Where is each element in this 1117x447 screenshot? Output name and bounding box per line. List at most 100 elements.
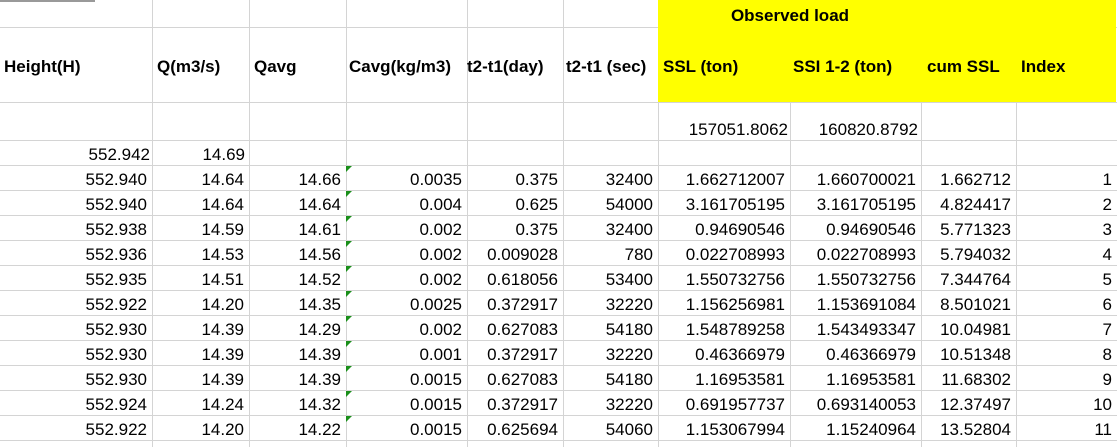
- cavg-cell[interactable]: 0.002: [419, 245, 462, 264]
- error-indicator-icon[interactable]: [346, 366, 352, 372]
- height-cell[interactable]: 552.940: [85, 195, 147, 214]
- ssi-cell[interactable]: 1.543493347: [816, 320, 916, 339]
- q-cell[interactable]: 14.39: [201, 370, 244, 389]
- error-indicator-icon[interactable]: [346, 291, 352, 297]
- t-day-cell[interactable]: 0.625694: [487, 420, 558, 439]
- index-cell[interactable]: 8: [1102, 345, 1112, 364]
- t-day-cell[interactable]: 0.627083: [487, 320, 558, 339]
- error-indicator-icon[interactable]: [346, 416, 352, 422]
- ssl-cell[interactable]: 3.161705195: [685, 195, 785, 214]
- height-cell[interactable]: 552.930: [85, 370, 147, 389]
- q-cell[interactable]: 14.64: [201, 170, 244, 189]
- header-height[interactable]: Height(H): [4, 57, 81, 76]
- ssl-cell[interactable]: 1.550732756: [685, 270, 785, 289]
- error-indicator-icon[interactable]: [346, 341, 352, 347]
- t-sec-cell[interactable]: 32220: [605, 295, 653, 314]
- t-sec-cell[interactable]: 32220: [605, 345, 653, 364]
- ssl-cell[interactable]: 1.153067994: [685, 420, 785, 439]
- ssi-cell[interactable]: 3.161705195: [816, 195, 916, 214]
- ssl-cell[interactable]: 0.46366979: [695, 345, 785, 364]
- qavg-cell[interactable]: 14.66: [298, 170, 341, 189]
- ssi-cell[interactable]: 0.693140053: [816, 395, 916, 414]
- error-indicator-icon[interactable]: [346, 391, 352, 397]
- header-qavg[interactable]: Qavg: [254, 57, 297, 76]
- t-sec-cell[interactable]: 32400: [605, 220, 653, 239]
- ssl-cell[interactable]: 1.16953581: [695, 370, 785, 389]
- ssi-cell[interactable]: 1.153691084: [816, 295, 916, 314]
- t-day-cell[interactable]: 0.009028: [487, 245, 558, 264]
- qavg-cell[interactable]: 14.35: [298, 295, 341, 314]
- t-day-cell[interactable]: 0.372917: [487, 295, 558, 314]
- error-indicator-icon[interactable]: [346, 241, 352, 247]
- cum-ssl-cell[interactable]: 11.68302: [941, 370, 1011, 389]
- t-day-cell[interactable]: 0.375: [515, 220, 558, 239]
- header-t-day[interactable]: t2-t1(day): [467, 57, 544, 76]
- q-cell[interactable]: 14.51: [201, 270, 244, 289]
- ssl-cell[interactable]: 1.156256981: [685, 295, 785, 314]
- cum-ssl-cell[interactable]: 12.37497: [940, 395, 1011, 414]
- cum-ssl-cell[interactable]: 4.824417: [940, 195, 1011, 214]
- cavg-cell[interactable]: 0.001: [419, 345, 462, 364]
- t-day-cell[interactable]: 0.627083: [487, 370, 558, 389]
- cum-ssl-cell[interactable]: 13.52804: [940, 420, 1011, 439]
- cavg-cell[interactable]: 0.002: [419, 320, 462, 339]
- cavg-cell[interactable]: 0.002: [419, 270, 462, 289]
- ssi-cell[interactable]: 1.15240964: [826, 420, 916, 439]
- ssi-cell[interactable]: 1.16953581: [826, 370, 916, 389]
- qavg-cell[interactable]: 14.39: [298, 345, 341, 364]
- cavg-cell[interactable]: 0.0015: [410, 370, 462, 389]
- total-ssi-cell[interactable]: 160820.8792: [818, 120, 918, 139]
- height-cell[interactable]: 552.924: [85, 395, 147, 414]
- cum-ssl-cell[interactable]: 8.501021: [940, 295, 1011, 314]
- cavg-cell[interactable]: 0.0015: [410, 420, 462, 439]
- q-cell[interactable]: 14.59: [201, 220, 244, 239]
- header-cum-ssl[interactable]: cum SSL: [927, 57, 1000, 76]
- total-ssl-cell[interactable]: 157051.8062: [688, 120, 788, 139]
- cum-ssl-cell[interactable]: 1.662712: [940, 170, 1011, 189]
- ssi-cell[interactable]: 0.022708993: [816, 245, 916, 264]
- height-cell[interactable]: 552.942: [88, 145, 150, 164]
- q-cell[interactable]: 14.39: [201, 320, 244, 339]
- cum-ssl-cell[interactable]: 10.51348: [940, 345, 1011, 364]
- height-cell[interactable]: 552.922: [85, 420, 147, 439]
- height-cell[interactable]: 552.936: [85, 245, 147, 264]
- ssl-cell[interactable]: 0.691957737: [685, 395, 785, 414]
- cavg-cell[interactable]: 0.004: [419, 195, 462, 214]
- t-sec-cell[interactable]: 780: [624, 245, 653, 264]
- q-cell[interactable]: 14.53: [201, 245, 244, 264]
- t-day-cell[interactable]: 0.372917: [487, 345, 558, 364]
- qavg-cell[interactable]: 14.56: [298, 245, 341, 264]
- index-cell[interactable]: 1: [1102, 170, 1112, 189]
- index-cell[interactable]: 3: [1102, 220, 1112, 239]
- q-cell[interactable]: 14.24: [201, 395, 244, 414]
- height-cell[interactable]: 552.922: [85, 295, 147, 314]
- error-indicator-icon[interactable]: [346, 216, 352, 222]
- index-cell[interactable]: 4: [1102, 245, 1112, 264]
- cavg-cell[interactable]: 0.002: [419, 220, 462, 239]
- error-indicator-icon[interactable]: [346, 316, 352, 322]
- q-cell[interactable]: 14.64: [201, 195, 244, 214]
- q-cell[interactable]: 14.39: [201, 345, 244, 364]
- qavg-cell[interactable]: 14.39: [298, 370, 341, 389]
- height-cell[interactable]: 552.940: [85, 170, 147, 189]
- cavg-cell[interactable]: 0.0015: [410, 395, 462, 414]
- error-indicator-icon[interactable]: [346, 166, 352, 172]
- cum-ssl-cell[interactable]: 10.04981: [940, 320, 1011, 339]
- q-cell[interactable]: 14.69: [202, 145, 245, 164]
- t-sec-cell[interactable]: 53400: [605, 270, 653, 289]
- qavg-cell[interactable]: 14.32: [298, 395, 341, 414]
- t-day-cell[interactable]: 0.375: [515, 170, 558, 189]
- t-day-cell[interactable]: 0.618056: [487, 270, 558, 289]
- q-cell[interactable]: 14.20: [201, 295, 244, 314]
- t-sec-cell[interactable]: 54060: [605, 420, 653, 439]
- error-indicator-icon[interactable]: [346, 191, 352, 197]
- t-day-cell[interactable]: 0.372917: [487, 395, 558, 414]
- t-day-cell[interactable]: 0.625: [515, 195, 558, 214]
- index-cell[interactable]: 7: [1102, 320, 1112, 339]
- index-cell[interactable]: 2: [1102, 195, 1112, 214]
- index-cell[interactable]: 10: [1093, 395, 1112, 414]
- cavg-cell[interactable]: 0.0035: [410, 170, 462, 189]
- ssl-cell[interactable]: 1.548789258: [685, 320, 785, 339]
- cum-ssl-cell[interactable]: 5.771323: [940, 220, 1011, 239]
- qavg-cell[interactable]: 14.61: [298, 220, 341, 239]
